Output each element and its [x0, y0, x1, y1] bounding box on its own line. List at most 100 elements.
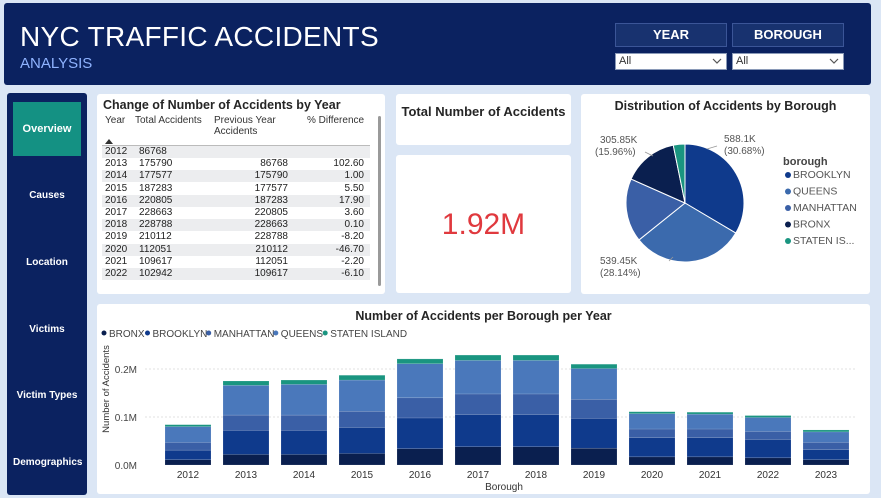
- bar-segment-queens[interactable]: [222, 385, 270, 416]
- bar-segment-queens[interactable]: [164, 426, 212, 443]
- bar-segment-brooklyn[interactable]: [222, 430, 270, 455]
- bar-segment-manhattan[interactable]: [802, 442, 850, 450]
- y-tick-1: 0.1M: [115, 413, 137, 424]
- col-total-accidents[interactable]: Total Accidents: [135, 115, 202, 126]
- bar-segment-manhattan[interactable]: [280, 414, 328, 431]
- legend-item[interactable]: MANHATTAN: [793, 202, 857, 214]
- col-pct-difference[interactable]: % Difference: [307, 115, 365, 126]
- bar-segment-bronx[interactable]: [686, 456, 734, 466]
- bar-segment-staten-island[interactable]: [686, 411, 734, 415]
- bar-segment-queens[interactable]: [338, 379, 386, 412]
- bar-segment-bronx[interactable]: [628, 456, 676, 466]
- bar-segment-queens[interactable]: [686, 413, 734, 430]
- bar-segment-manhattan[interactable]: [338, 410, 386, 428]
- cell-previous: 86768: [260, 158, 288, 170]
- cell-total: 220805: [139, 194, 173, 206]
- nav-location[interactable]: Location: [26, 257, 68, 268]
- bar-segment-manhattan[interactable]: [570, 398, 618, 419]
- nav-victims[interactable]: Victims: [29, 324, 65, 335]
- borough-dropdown[interactable]: All: [732, 53, 844, 70]
- cell-total: 177577: [139, 170, 173, 182]
- bar-segment-queens[interactable]: [570, 368, 618, 400]
- legend-item[interactable]: STATEN ISLAND: [330, 329, 407, 340]
- bar-segment-manhattan[interactable]: [396, 397, 444, 419]
- bar-segment-brooklyn[interactable]: [280, 430, 328, 455]
- cell-previous: 220805: [254, 207, 288, 218]
- bar-segment-brooklyn[interactable]: [512, 414, 560, 448]
- bar-segment-manhattan[interactable]: [744, 431, 792, 440]
- legend-item[interactable]: BRONX: [109, 329, 145, 340]
- pie-slice-manhattan[interactable]: [625, 178, 686, 241]
- bar-segment-bronx[interactable]: [512, 446, 560, 466]
- bar-segment-brooklyn[interactable]: [802, 449, 850, 460]
- stacked-bar-chart[interactable]: Number of Accidents Borough 0.0M 0.1M 0.…: [97, 304, 870, 494]
- bar-segment-staten-island[interactable]: [628, 411, 676, 414]
- bar-segment-staten-island[interactable]: [744, 415, 792, 418]
- bar-segment-bronx[interactable]: [396, 448, 444, 466]
- bar-segment-manhattan[interactable]: [512, 393, 560, 415]
- bar-segment-staten-island[interactable]: [338, 374, 386, 381]
- pie-slice-brooklyn[interactable]: [684, 143, 745, 234]
- col-year[interactable]: Year: [105, 115, 126, 126]
- bar-segment-staten-island[interactable]: [280, 379, 328, 385]
- bar-segment-brooklyn[interactable]: [628, 437, 676, 458]
- table-scrollbar[interactable]: [378, 116, 381, 286]
- bar-segment-manhattan[interactable]: [454, 393, 502, 415]
- pie-chart[interactable]: 588.1K (30.68%) 539.45K (28.14%) 305.85K…: [581, 94, 870, 294]
- bar-segment-brooklyn[interactable]: [164, 449, 212, 460]
- nav-victim-types[interactable]: Victim Types: [16, 390, 78, 401]
- bar-segment-manhattan[interactable]: [686, 428, 734, 438]
- bar-segment-queens[interactable]: [512, 360, 560, 395]
- bar-segment-bronx[interactable]: [570, 447, 618, 466]
- bar-segment-manhattan[interactable]: [628, 428, 676, 438]
- bar-segment-bronx[interactable]: [454, 446, 502, 466]
- nav-causes[interactable]: Causes: [29, 190, 65, 201]
- bar-segment-brooklyn[interactable]: [396, 417, 444, 449]
- bar-segment-manhattan[interactable]: [164, 442, 212, 451]
- bar-segment-bronx[interactable]: [338, 453, 386, 466]
- bar-segment-queens[interactable]: [744, 417, 792, 432]
- bar-segment-queens[interactable]: [628, 413, 676, 430]
- bar-segment-bronx[interactable]: [802, 459, 850, 466]
- nav-demographics[interactable]: Demographics: [13, 457, 83, 468]
- pie-slice-staten-is[interactable]: [672, 143, 686, 204]
- bar-segment-queens[interactable]: [396, 363, 444, 399]
- legend-marker: [101, 330, 107, 336]
- sort-ascending-icon[interactable]: [105, 139, 113, 144]
- pie-slice-bronx[interactable]: [630, 144, 686, 204]
- bar-segment-staten-island[interactable]: [222, 380, 270, 386]
- bar-segment-brooklyn[interactable]: [570, 418, 618, 449]
- legend-item[interactable]: BROOKLYN: [793, 169, 851, 181]
- legend-item[interactable]: QUEENS: [281, 329, 324, 340]
- bar-segment-bronx[interactable]: [280, 454, 328, 466]
- nav-overview[interactable]: Overview: [13, 102, 81, 156]
- bar-segment-staten-island[interactable]: [802, 429, 850, 433]
- bar-segment-brooklyn[interactable]: [454, 414, 502, 448]
- legend-item[interactable]: MANHATTAN: [214, 329, 275, 340]
- bar-segment-queens[interactable]: [280, 384, 328, 416]
- bar-segment-bronx[interactable]: [744, 457, 792, 466]
- bar-segment-staten-island[interactable]: [164, 424, 212, 427]
- legend-item[interactable]: BROOKLYN: [153, 329, 208, 340]
- x-tick-label: 2017: [467, 470, 490, 481]
- bar-segment-queens[interactable]: [454, 360, 502, 395]
- pie-slice-queens[interactable]: [638, 202, 737, 263]
- bar-segment-staten-island[interactable]: [570, 363, 618, 369]
- year-dropdown[interactable]: All: [615, 53, 727, 70]
- bar-segment-bronx[interactable]: [222, 454, 270, 466]
- bar-segment-staten-island[interactable]: [454, 354, 502, 361]
- legend-item[interactable]: BRONX: [793, 219, 830, 231]
- legend-item[interactable]: QUEENS: [793, 186, 837, 198]
- bar-segment-brooklyn[interactable]: [686, 437, 734, 458]
- bar-segment-bronx[interactable]: [164, 459, 212, 466]
- bar-segment-brooklyn[interactable]: [744, 439, 792, 459]
- bar-segment-staten-island[interactable]: [512, 354, 560, 361]
- bar-segment-brooklyn[interactable]: [338, 427, 386, 454]
- x-tick-label: 2020: [641, 470, 664, 481]
- bar-segment-queens[interactable]: [802, 431, 850, 443]
- kpi-total-value: 1.92M: [441, 208, 526, 241]
- col-previous-year[interactable]: Previous Year Accidents: [214, 115, 276, 137]
- legend-item[interactable]: STATEN IS...: [793, 235, 854, 247]
- bar-segment-staten-island[interactable]: [396, 358, 444, 364]
- bar-segment-manhattan[interactable]: [222, 414, 270, 431]
